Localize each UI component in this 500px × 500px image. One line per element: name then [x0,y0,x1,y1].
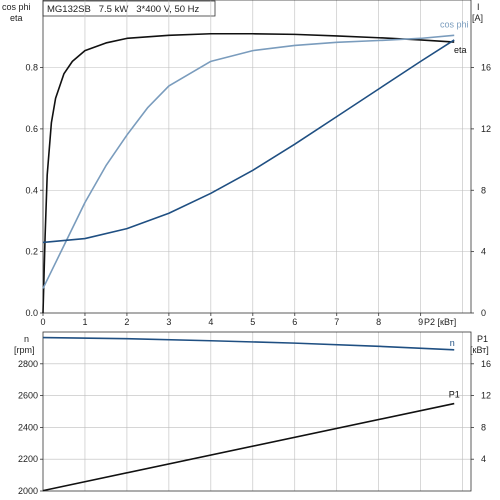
x-tick-label: 7 [334,317,339,327]
series-label-eta: eta [454,45,467,55]
bottom-left-axis-title-2: [rpm] [14,345,35,355]
left-tick-label: 0.8 [25,63,38,73]
x-tick-label: 9 [418,317,423,327]
left-tick-label: 0.0 [25,308,38,318]
left-tick-label: 2000 [18,486,38,496]
right-tick-label: 8 [481,185,486,195]
plot-frame [42,0,472,314]
right-tick-label: 0 [481,308,486,318]
right-tick-label: 8 [481,422,486,432]
x-tick-label: 4 [208,317,213,327]
right-tick-label: 12 [481,391,491,401]
x-tick-label: 0 [40,317,45,327]
x-axis-label: P2 [кВт] [424,317,456,327]
motor-label: MG132SB 7.5 kW 3*400 V, 50 Hz [47,4,200,15]
top-left-axis-title-2: eta [10,13,23,23]
series-line-eta [42,32,455,314]
top-left-axis-title-1: cos phi [2,2,31,12]
x-tick-label: 8 [376,317,381,327]
left-tick-label: 2400 [18,422,38,432]
x-tick-label: 6 [292,317,297,327]
x-tick-label: 5 [250,317,255,327]
left-tick-label: 2600 [18,391,38,401]
series-label-n: n [450,338,455,348]
left-tick-label: 0.2 [25,247,38,257]
right-tick-label: 4 [481,247,486,257]
bottom-right-axis-title-2: [кВт] [470,345,489,355]
series-line-I [42,39,455,244]
bottom-left-axis-title-1: n [24,334,29,344]
series-line-cos-phi [42,34,455,289]
series-label-cos-phi: cos phi [440,19,469,29]
left-tick-label: 2800 [18,359,38,369]
x-tick-label: 3 [166,317,171,327]
top-right-axis-title-1: I [477,2,480,12]
right-tick-label: 16 [481,359,491,369]
right-tick-label: 16 [481,63,491,73]
plot-frame [42,331,472,492]
x-tick-label: 2 [124,317,129,327]
top-right-axis-title-2: [A] [472,13,483,23]
left-tick-label: 2200 [18,454,38,464]
series-label-P1: P1 [449,390,460,400]
left-tick-label: 0.4 [25,185,38,195]
bottom-right-axis-title-1: P1 [477,334,488,344]
bottom-panel: 2000 2200 2400 2600 2800 4 8 12 16 n P1 [18,331,491,496]
series-line-n [42,336,455,351]
x-tick-label: 1 [82,317,87,327]
left-tick-label: 0.6 [25,124,38,134]
right-tick-label: 12 [481,124,491,134]
right-tick-label: 4 [481,454,486,464]
series-line-P1 [42,402,455,492]
